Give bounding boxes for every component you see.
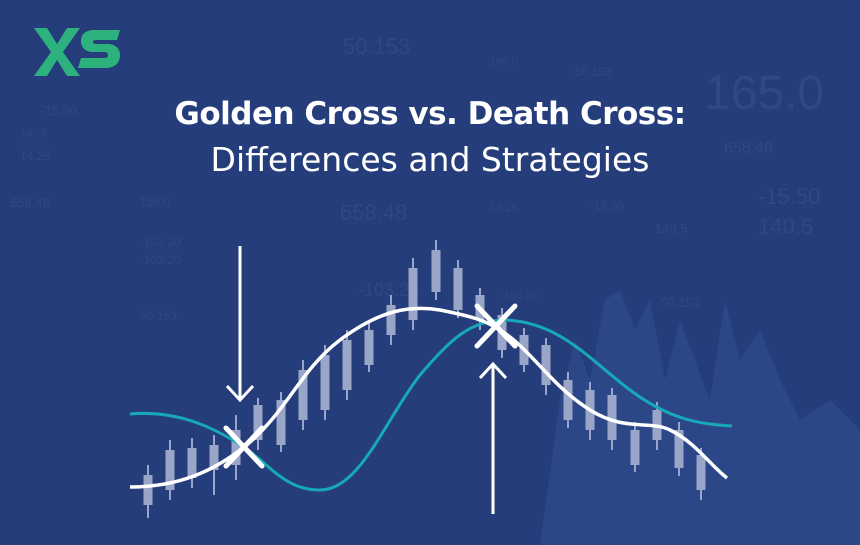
candlestick [563,372,573,428]
candle-body [674,430,684,468]
candle-body [342,340,352,390]
background-number: -103.20 [140,253,181,267]
background-number: 658.48 [10,195,50,210]
candlestick [696,448,706,500]
candlestick [342,330,352,400]
candlestick [674,422,684,476]
candle-body [231,430,241,465]
candlestick [630,422,640,472]
candle-body [453,268,463,310]
background-number: -15.50 [40,103,77,118]
background-number: 658.48 [724,140,773,157]
golden-cross-marker [223,425,265,469]
candlestick [298,360,308,430]
background-number: 165.0 [490,56,518,68]
candlestick [143,465,153,518]
candlestick [276,392,286,452]
candle-body [607,395,617,440]
candlestick [165,440,175,500]
background-area-chart [540,290,860,545]
candle-body [209,445,219,470]
candlestick [453,260,463,318]
candle-body [276,400,286,445]
background-number: 658.48 [340,200,408,225]
candle-body [431,250,441,292]
background-number: -15.50 [758,184,821,209]
background-number: 50.153 [660,295,700,310]
background-number: 165.0 [140,195,171,209]
candlestick [431,240,441,300]
up-arrow-icon [478,361,508,514]
background-number: -103.20 [358,280,420,300]
background-mountain-shape [540,290,860,545]
background-number: 50.153 [140,309,177,323]
candle-body [165,450,175,490]
candle-body [386,305,396,335]
background-number: 165.0 [704,67,825,120]
background-number: -103.20 [500,290,538,302]
xs-logo [34,28,120,76]
candlestick [364,322,374,372]
candle-body [563,380,573,420]
background-number: 50.153 [575,65,612,79]
background-number: 140.5 [655,221,688,236]
candlestick [231,415,241,480]
candlestick [187,438,197,488]
candle-body [253,405,263,440]
background-number: -15.50 [590,199,625,213]
candle-body [408,268,418,320]
background-number: 140.5 [20,128,48,140]
candle-body [630,430,640,465]
title-line-2: Differences and Strategies [210,140,650,179]
background-number: 14.25 [490,202,518,214]
candlestick [541,338,551,395]
candle-body [320,355,330,410]
candle-body [298,370,308,420]
candle-body [696,455,706,490]
candle-body [143,475,153,505]
background-number: 14.25 [20,149,51,163]
candle-body [187,448,197,478]
background-number: 50.153 [343,34,411,59]
candlestick [320,345,330,420]
death-cross-marker [474,303,518,349]
background-number: 140.5 [758,214,814,239]
down-arrow-icon [225,246,255,403]
candle-body [541,345,551,385]
title-line-1: Golden Cross vs. Death Cross: [174,96,686,132]
candle-body [364,330,374,365]
candlestick [253,398,263,450]
candlestick [386,295,396,345]
background-number: -103.20 [140,235,181,249]
candlestick [408,258,418,330]
